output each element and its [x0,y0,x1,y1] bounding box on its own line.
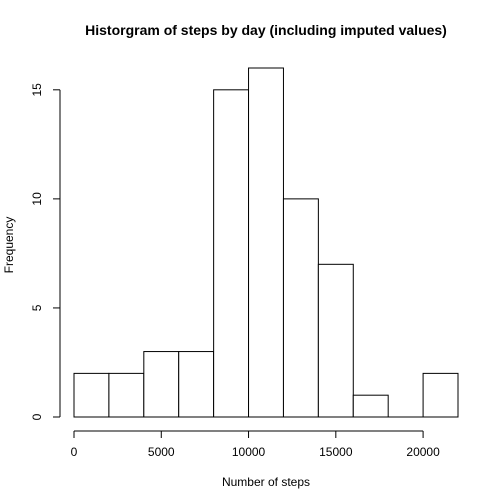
histogram-bar [352,394,389,418]
x-tick-label: 0 [71,445,78,459]
chart-title: Historgram of steps by day (including im… [85,22,447,38]
x-tick-label: 15000 [319,445,353,459]
histogram-bar [73,372,110,418]
y-tick-label: 10 [30,192,44,206]
y-tick-label: 5 [30,304,44,311]
y-tick-label: 0 [30,413,44,420]
y-axis: 0 5 10 15 [30,83,61,420]
histogram-bar [248,67,284,418]
histogram-bar [143,351,180,418]
histogram-bar [282,198,319,418]
histogram-bar [178,351,215,418]
y-axis-title: Frequency [2,217,16,274]
x-tick-label: 10000 [232,445,266,459]
histogram-bar [108,372,145,418]
histogram-bar [422,372,459,418]
histogram-bar [213,89,250,418]
histogram-bar [317,263,354,418]
x-tick-label: 5000 [148,445,175,459]
x-tick-label: 20000 [406,445,440,459]
x-axis: 0 5000 10000 15000 20000 [71,430,440,459]
y-tick-label: 15 [30,83,44,97]
bars-group [73,67,459,418]
x-axis-title: Number of steps [222,475,310,489]
